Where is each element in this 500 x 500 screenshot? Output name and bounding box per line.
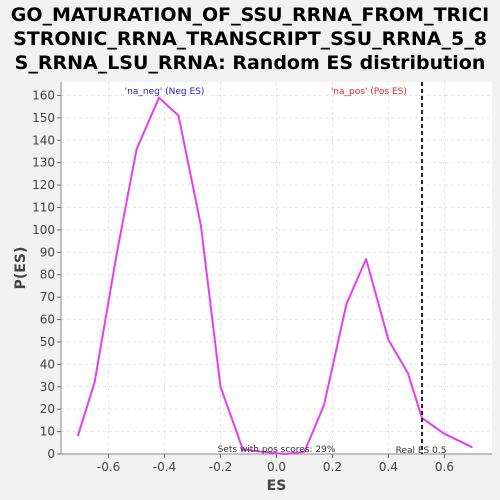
y-tick-label: 150	[32, 111, 55, 125]
x-axis-title: ES	[267, 478, 287, 494]
y-tick-label: 100	[32, 223, 55, 237]
y-tick-label: 90	[40, 245, 55, 259]
es-distribution-line	[76, 96, 473, 455]
series-layer	[76, 96, 473, 455]
chart-title-line-3: S_RRNA_LSU_RRNA: Random ES distribution	[14, 52, 486, 74]
y-tick-label: 80	[40, 268, 55, 282]
x-tick-label: 0.6	[435, 460, 454, 474]
real-es-label: Real ES 0.5	[396, 446, 447, 456]
x-tick-label: 0.4	[379, 460, 398, 474]
y-tick-label: 60	[40, 313, 55, 327]
pos-es-legend-label: 'na_pos' (Pos ES)	[331, 87, 407, 97]
y-tick-label: 140	[32, 133, 55, 147]
y-tick-label: 120	[32, 178, 55, 192]
y-tick-label: 30	[40, 380, 55, 394]
x-tick-label: 0.0	[267, 460, 286, 474]
grid-lines	[61, 82, 492, 455]
y-tick-label: 160	[32, 88, 55, 102]
sets-with-pos-scores-label: Sets with pos scores: 29%	[218, 445, 336, 455]
y-tick-label: 50	[40, 335, 55, 349]
y-tick-label: 10	[40, 425, 55, 439]
x-tick-label: -0.6	[97, 460, 120, 474]
x-tick-label: -0.2	[209, 460, 232, 474]
x-tick-label: 0.2	[323, 460, 342, 474]
y-tick-label: 110	[32, 200, 55, 214]
neg-es-legend-label: 'na_neg' (Neg ES)	[125, 87, 205, 97]
y-tick-label: 20	[40, 402, 55, 416]
chart-title-line-2: STRONIC_RRNA_TRANSCRIPT_SSU_RRNA_5_8	[13, 28, 487, 50]
y-tick-label: 70	[40, 290, 55, 304]
chart-title-line-1: GO_MATURATION_OF_SSU_RRNA_FROM_TRICI	[10, 4, 490, 26]
chart-title: GO_MATURATION_OF_SSU_RRNA_FROM_TRICI STR…	[0, 0, 500, 75]
y-tick-label: 0	[47, 447, 55, 461]
y-tick-label: 40	[40, 357, 55, 371]
y-tick-label: 130	[32, 156, 55, 170]
x-tick-label: -0.4	[153, 460, 176, 474]
y-axis-title: P(ES)	[13, 247, 29, 290]
